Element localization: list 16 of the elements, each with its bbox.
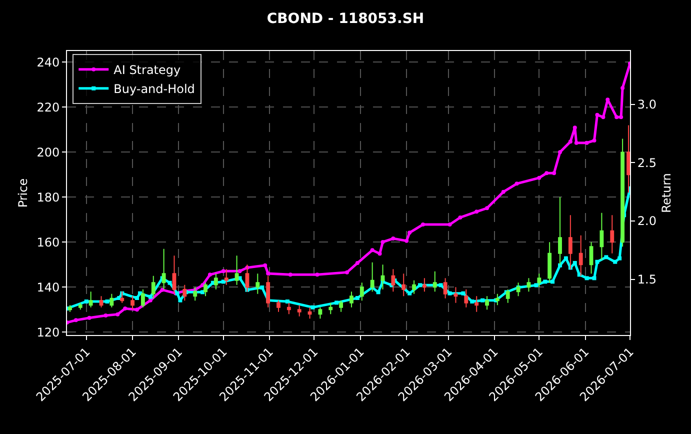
y-tick-label: 140 — [36, 280, 60, 294]
y2-tick-label: 1.5 — [637, 272, 656, 287]
y-tick-label: 240 — [36, 55, 60, 70]
y-tick-label: 220 — [36, 100, 60, 114]
y2-tick-label: 3.0 — [637, 98, 656, 112]
y2-axis-title: Return — [659, 173, 674, 213]
y-axis-title: Price — [16, 178, 30, 208]
y-tick-label: 180 — [36, 190, 60, 204]
y-tick-label: 160 — [36, 235, 60, 250]
y2-tick-label: 2.0 — [637, 214, 656, 228]
chart-title: CBOND - 118053.SH — [266, 10, 424, 27]
y2-tick-label: 2.5 — [637, 156, 656, 170]
legend-label: Buy-and-Hold — [114, 82, 195, 96]
y-tick-label: 200 — [36, 145, 60, 160]
legend-label: AI Strategy — [114, 63, 181, 78]
y-tick-label: 120 — [36, 325, 60, 340]
